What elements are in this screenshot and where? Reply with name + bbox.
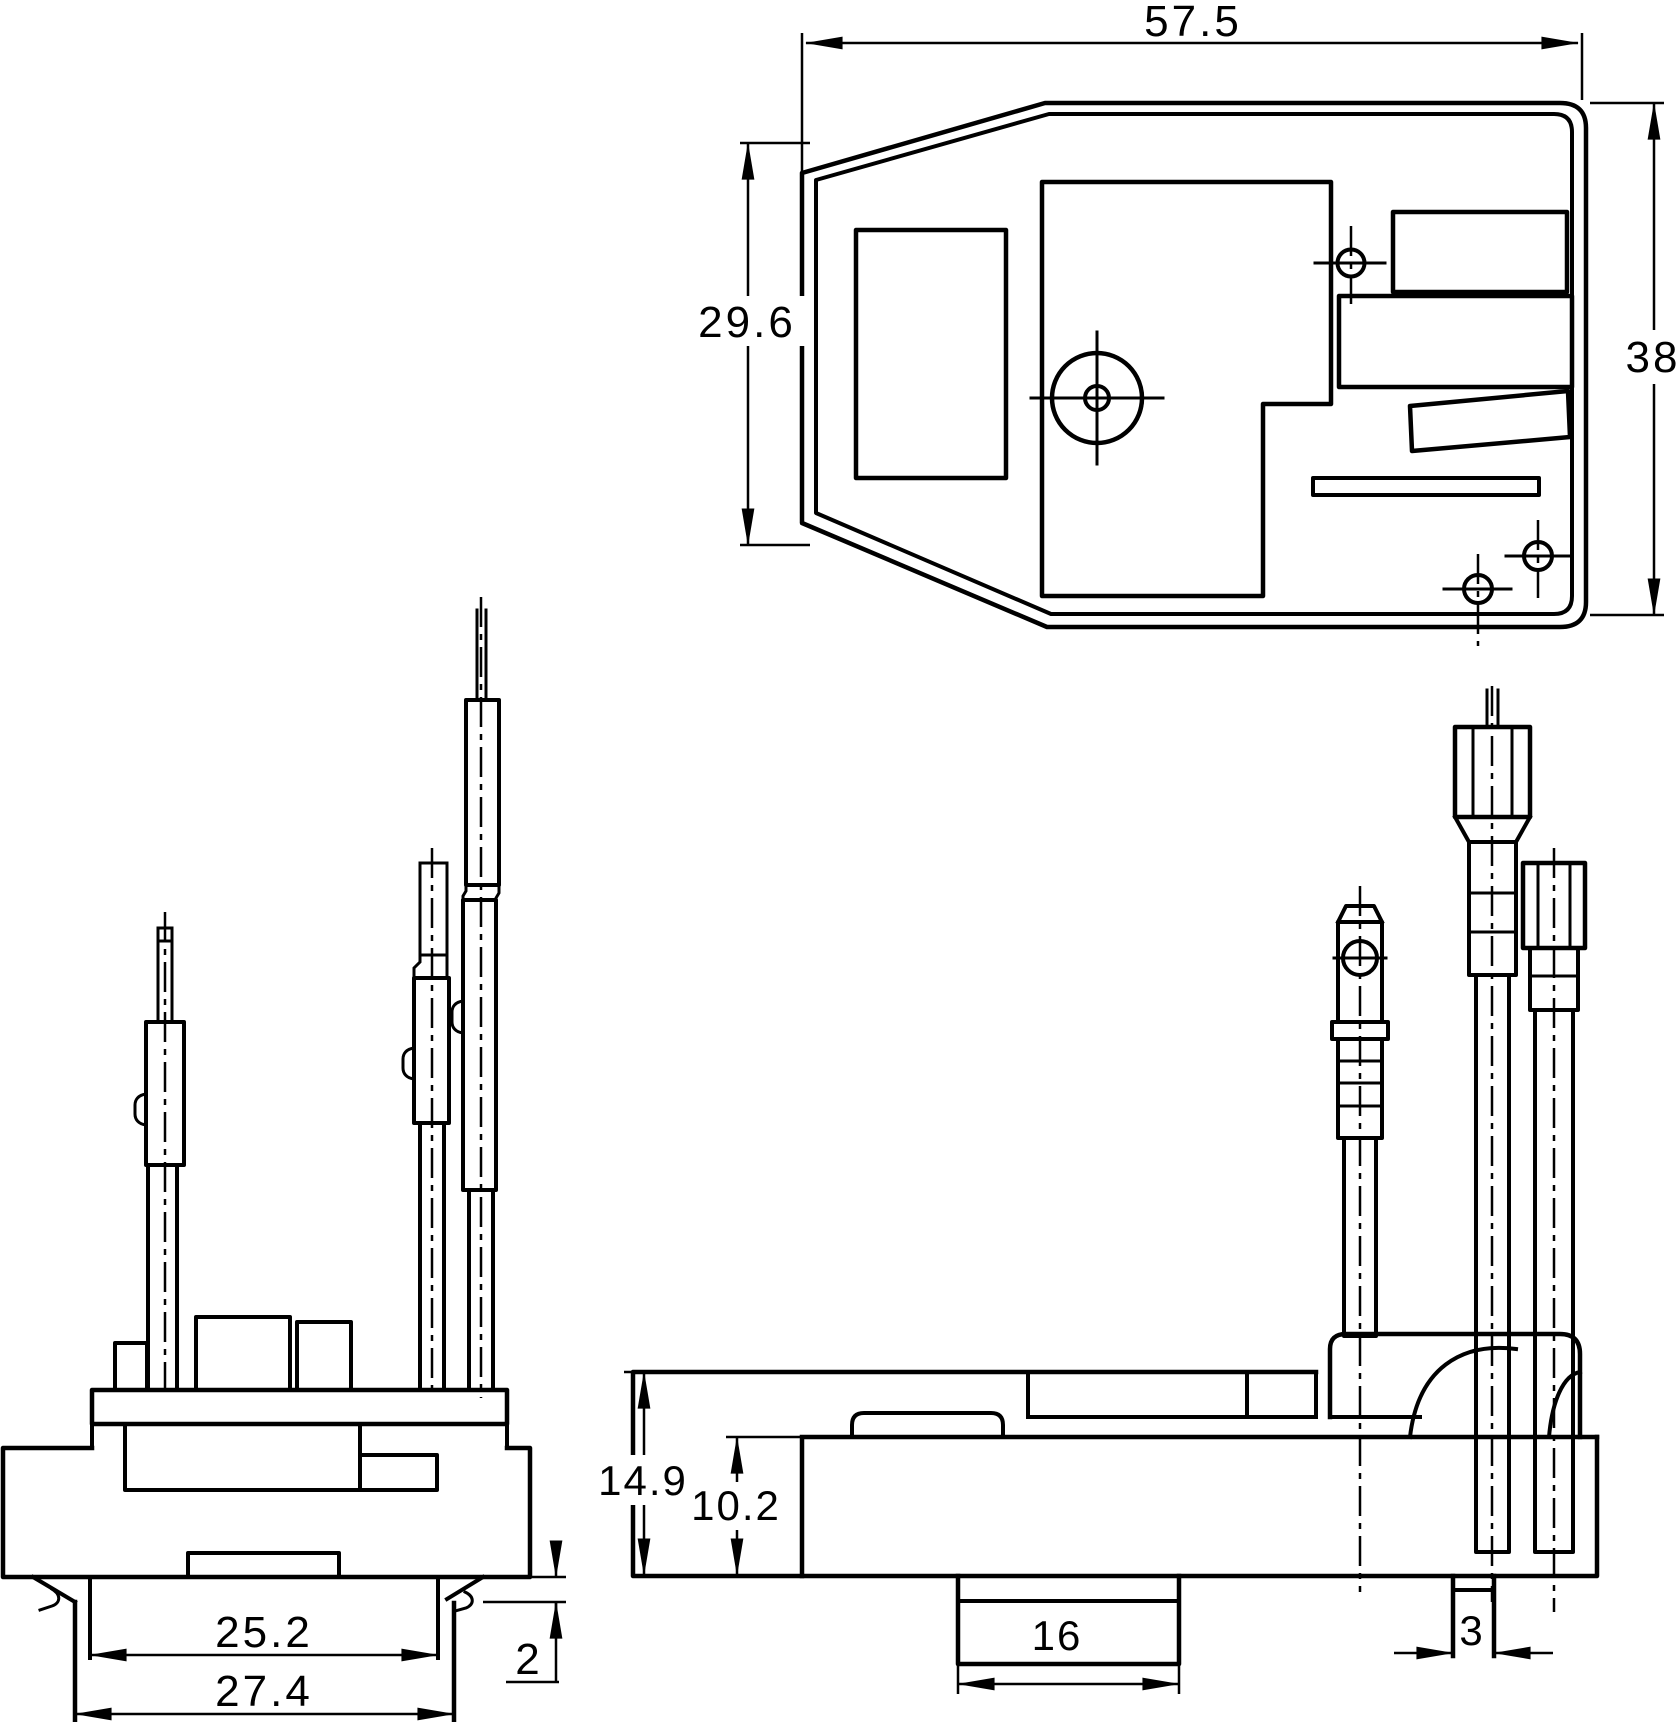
pin1-lance	[133, 1092, 148, 1127]
side-feet	[955, 1573, 1497, 1667]
housing-outline	[1327, 1331, 1583, 1440]
top-view-screw-hole-upper	[1313, 226, 1387, 304]
dim-front-outer-width-label: 27.4	[215, 1667, 313, 1716]
front-view: 25.2 27.4 2	[0, 597, 566, 1722]
dim-side-total-height: 14.9	[594, 1370, 694, 1576]
dim-2-extensions	[483, 1575, 566, 1604]
dim-front-inner-width: 25.2	[89, 1608, 439, 1662]
front-pin-2	[401, 861, 451, 1392]
top-view-screw-hole-lower-left	[1442, 554, 1513, 646]
center-hole-crosshair	[1029, 330, 1165, 466]
side-cover-outline	[630, 1369, 1600, 1579]
pin3-upper	[464, 698, 501, 887]
pin3-body	[461, 898, 498, 1192]
pinC-shaft	[1533, 1008, 1575, 1554]
dim-38-label-mask	[1626, 330, 1677, 384]
pin2-jog	[412, 953, 449, 980]
pinB-taper	[1452, 814, 1533, 845]
pin1-body	[144, 1020, 186, 1167]
dim-top-right-height-label: 38	[1626, 333, 1677, 382]
dim-front-flange-offset: 2	[483, 1540, 566, 1684]
pinB-shaft	[1474, 973, 1511, 1554]
side-pin-B	[1452, 688, 1533, 1554]
side-pin-C	[1520, 860, 1588, 1554]
side-body-top	[799, 1434, 1600, 1579]
dim-side-base-height-label: 10.2	[691, 1482, 781, 1529]
front-body	[0, 1445, 533, 1580]
top-view-terminal-slot-2	[1336, 293, 1575, 390]
dim-top-width: 57.5	[800, 0, 1584, 208]
dim-side-total-height-label: 14.9	[598, 1457, 688, 1504]
top-view-screw-hole-lower-right	[1504, 520, 1574, 598]
dim-side-base-height: 10.2	[689, 1435, 800, 1576]
pinA-stack-dividers	[1336, 1059, 1384, 1108]
dim-front-flange-offset-label: 2	[515, 1635, 542, 1684]
pinA-cap	[1335, 904, 1385, 925]
front-inset-panel	[123, 1422, 362, 1492]
pinB-receptacle	[1452, 724, 1533, 820]
top-view-terminal-slot-1	[1390, 209, 1570, 295]
pin2-upper	[418, 861, 449, 957]
front-block-mid	[295, 1320, 353, 1392]
side-deck-ribs	[1026, 1370, 1318, 1419]
front-bottom-boss	[186, 1551, 341, 1579]
dim-top-right-height: 38	[1590, 101, 1677, 617]
pin1-shaft	[146, 1163, 179, 1392]
dim-29-label-mask	[686, 296, 808, 346]
side-terminal-housing	[1327, 1331, 1583, 1440]
dim-top-left-height: 29.6	[686, 141, 810, 547]
dim-front-outer-width: 27.4	[74, 1667, 455, 1721]
pinB-neck-dividers	[1467, 891, 1518, 934]
dim-149-label-mask	[594, 1455, 694, 1505]
flange-right-curl	[453, 1590, 474, 1613]
front-platform	[89, 1387, 510, 1427]
dim-top-width-label: 57.5	[1144, 0, 1242, 46]
side-view: 14.9 10.2 16 3	[594, 686, 1600, 1694]
top-view: 57.5 29.6 38	[686, 0, 1677, 646]
front-block-small	[113, 1341, 149, 1392]
dim-side-tab-width-label: 3	[1459, 1607, 1484, 1654]
pinB-wire	[1485, 688, 1500, 729]
dim-front-inner-width-label: 25.2	[215, 1608, 313, 1657]
top-view-center-hole	[1029, 330, 1165, 466]
dim-side-foot-width-label: 16	[1032, 1612, 1083, 1659]
front-block-large	[194, 1315, 292, 1392]
top-view-left-window	[853, 227, 1009, 481]
side-pin-A	[1330, 904, 1390, 1338]
front-flange	[30, 1574, 486, 1722]
pinB-receptacle-walls	[1471, 725, 1514, 819]
front-platform-sides	[90, 1422, 509, 1450]
flange-left-curl	[38, 1586, 61, 1612]
pin2-lance	[401, 1046, 416, 1081]
top-view-vent-slot	[1311, 476, 1541, 497]
top-view-center-pocket	[1039, 179, 1334, 599]
top-view-tilted-slot	[1407, 388, 1573, 454]
pin3-lance	[450, 999, 465, 1035]
housing-dome-arc	[1407, 1346, 1519, 1440]
dim-16-extensions	[956, 1664, 1181, 1694]
dim-top-width-extensions	[800, 33, 1584, 208]
dim-side-foot-width: 16	[956, 1612, 1181, 1694]
dim-102-label-mask	[689, 1482, 785, 1530]
housing-right-arc	[1546, 1369, 1583, 1440]
pin3-wire	[475, 608, 488, 702]
pinA-shaft	[1342, 1136, 1378, 1338]
dim-2-leader	[506, 1602, 559, 1684]
top-view-inner-outline	[814, 112, 1574, 616]
dim-side-tab-width: 3	[1394, 1607, 1553, 1660]
side-cover-bump	[850, 1411, 1005, 1439]
front-inset-step	[358, 1453, 439, 1492]
front-pin-3	[450, 608, 501, 1392]
top-view-outer-outline	[799, 100, 1589, 630]
dim-top-left-height-label: 29.6	[698, 298, 796, 347]
flange-right-hook	[444, 1574, 486, 1602]
pinC-receptacle-walls	[1536, 861, 1572, 950]
side-deck	[850, 1370, 1318, 1439]
front-pin-1	[133, 926, 186, 1392]
side-foot-large	[955, 1573, 1182, 1667]
